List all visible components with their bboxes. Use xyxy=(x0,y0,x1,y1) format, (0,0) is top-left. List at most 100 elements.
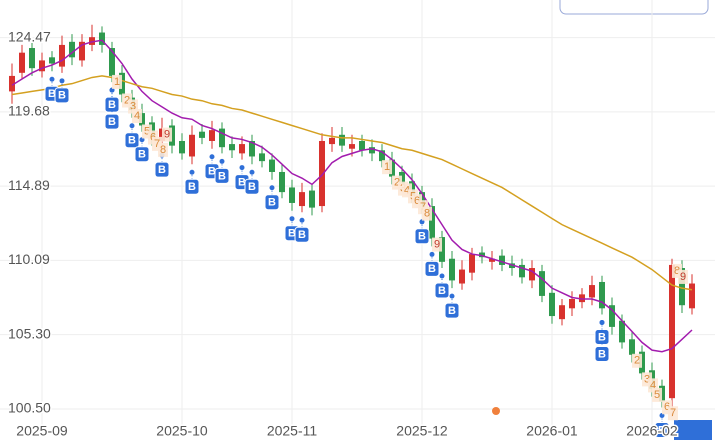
count-badge xyxy=(162,127,172,142)
count-badge xyxy=(382,160,392,175)
candle-body xyxy=(209,130,215,141)
signal-label: B xyxy=(188,181,196,193)
event-dot xyxy=(492,407,500,415)
count-badge xyxy=(412,194,422,209)
signal-label: B xyxy=(298,229,306,241)
candle-body xyxy=(289,187,295,203)
candle-body xyxy=(559,305,565,320)
count-badge xyxy=(662,400,672,415)
signal-label: B xyxy=(448,305,456,317)
candle-body xyxy=(269,159,275,172)
candle-body xyxy=(619,320,625,343)
candle-body xyxy=(199,131,205,138)
x-tick-label: 2026-02 xyxy=(626,423,678,439)
y-tick-label: 105.30 xyxy=(8,325,51,341)
count-label: 9 xyxy=(164,128,170,140)
count-label: 8 xyxy=(160,144,166,156)
candle-body xyxy=(449,258,455,281)
signal-label: B xyxy=(438,285,446,297)
candle-body xyxy=(19,52,25,73)
count-badge xyxy=(142,124,152,139)
candle-body xyxy=(89,37,95,45)
candle-body xyxy=(79,41,85,61)
count-label: 4 xyxy=(134,110,140,122)
y-tick-label: 124.47 xyxy=(8,28,51,44)
signal-label: B xyxy=(48,88,56,100)
count-label: 7 xyxy=(154,138,160,150)
candle-body xyxy=(529,268,535,281)
signal-dot xyxy=(429,251,435,257)
signal-label: B xyxy=(128,135,136,147)
count-label: 2 xyxy=(124,94,130,106)
count-label: 7 xyxy=(670,407,676,419)
count-badge xyxy=(668,406,678,421)
candle-body xyxy=(459,269,465,284)
count-label: 5 xyxy=(144,125,150,137)
candle-body xyxy=(29,48,35,69)
signal-badge xyxy=(594,346,610,363)
count-label: 6 xyxy=(414,195,420,207)
signal-label: B xyxy=(238,176,246,188)
signal-badge xyxy=(134,146,150,163)
candle-body xyxy=(219,128,225,148)
count-label: 2 xyxy=(634,355,640,367)
candle-body xyxy=(49,57,55,64)
signal-badge xyxy=(244,178,260,195)
candle-body xyxy=(379,150,385,162)
signal-badge xyxy=(154,161,170,178)
signal-label: B xyxy=(418,231,426,243)
count-badge xyxy=(632,353,642,368)
count-label: 3 xyxy=(130,100,136,112)
signal-label: B xyxy=(598,331,606,343)
y-tick-label: 110.09 xyxy=(8,251,50,267)
count-label: 6 xyxy=(664,401,670,413)
signal-label: B xyxy=(248,181,256,193)
candle-body xyxy=(99,32,105,45)
candle-body xyxy=(369,147,375,154)
signal-badge xyxy=(444,302,460,319)
signal-label: B xyxy=(218,170,226,182)
candle-body xyxy=(539,271,545,296)
count-label: 4 xyxy=(650,379,656,391)
signal-label: B xyxy=(58,90,66,102)
signal-badge xyxy=(124,132,140,149)
candle-body xyxy=(59,44,65,67)
count-badge xyxy=(152,136,162,151)
view-button[interactable] xyxy=(559,0,709,15)
candle-body xyxy=(429,206,435,239)
y-tick-label: 114.89 xyxy=(8,177,50,193)
count-badge xyxy=(132,109,142,123)
signal-badge xyxy=(424,260,440,277)
y-tick-label: 100.50 xyxy=(8,400,51,416)
candle-body xyxy=(499,255,505,265)
count-label: 2 xyxy=(394,177,400,189)
x-tick-label: 2025-10 xyxy=(156,423,208,439)
count-label: 8 xyxy=(424,208,430,220)
x-tick-label: 2026-01 xyxy=(526,423,578,439)
plot xyxy=(0,0,715,425)
moving-average xyxy=(11,39,693,353)
candle-body xyxy=(179,140,185,154)
candle-body xyxy=(629,339,635,355)
candle-body xyxy=(229,144,235,151)
candle-body xyxy=(519,264,525,278)
candle-body xyxy=(339,134,345,146)
candle-body xyxy=(679,268,685,306)
count-label: 5 xyxy=(654,389,660,401)
signal-badge xyxy=(434,282,450,299)
signal-badge xyxy=(214,167,230,184)
signal-label: B xyxy=(288,228,296,240)
candle-body xyxy=(589,285,595,298)
candle-body xyxy=(69,41,75,58)
signal-badge xyxy=(104,113,120,130)
candle-body xyxy=(349,144,355,149)
count-badge xyxy=(652,387,662,402)
candle-body xyxy=(189,134,195,157)
y-tick-label: 119.68 xyxy=(8,103,50,119)
candle-body xyxy=(549,292,555,317)
count-badge xyxy=(402,183,412,198)
signal-label: B xyxy=(598,348,606,360)
signal-label: B xyxy=(108,116,116,128)
signal-label: B xyxy=(428,263,436,275)
candle-body xyxy=(579,294,585,303)
